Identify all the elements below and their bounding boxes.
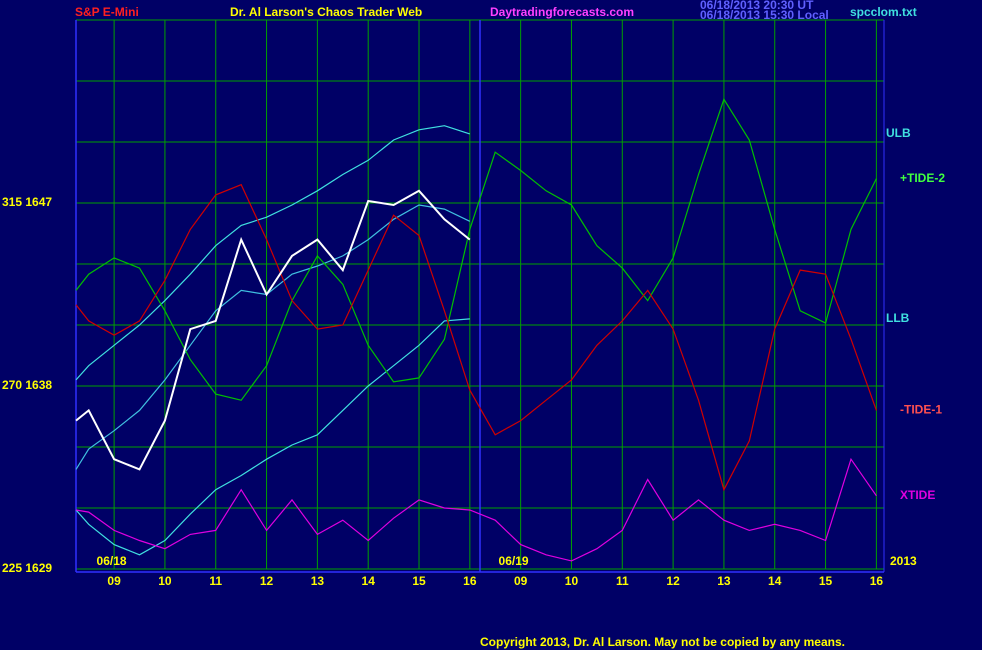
x-tick-label: 12 [260, 574, 274, 588]
y-tick-label: 225 1629 [2, 561, 52, 575]
y-tick-label: 315 1647 [2, 195, 52, 209]
x-tick-label: 11 [209, 574, 222, 588]
x-tick-label: 16 [463, 574, 477, 588]
chart-title: S&P E-Mini [75, 5, 139, 19]
x-tick-label: 13 [311, 574, 325, 588]
legend-label: -TIDE-1 [900, 403, 942, 417]
x-tick-label: 14 [768, 574, 782, 588]
x-tick-label: 12 [666, 574, 680, 588]
x-tick-label: 09 [514, 574, 528, 588]
x-tick-label: 09 [107, 574, 121, 588]
x-tick-label: 16 [870, 574, 884, 588]
series-line [75, 318, 470, 556]
timestamp: 06/18/2013 15:30 Local [700, 8, 829, 22]
legend-label: XTIDE [900, 488, 935, 502]
legend-label: +TIDE-2 [900, 171, 945, 185]
series-line [75, 125, 470, 381]
timestamp: 06/18/2013 20:30 UT [700, 0, 814, 12]
date-label: 06/19 [499, 554, 529, 568]
series-line [75, 97, 877, 401]
x-tick-label: 11 [616, 574, 629, 588]
series-line [75, 183, 877, 492]
chart-subtitle: Dr. Al Larson's Chaos Trader Web [230, 5, 422, 19]
y-tick-label: 270 1638 [2, 378, 52, 392]
x-tick-label: 13 [717, 574, 731, 588]
x-tick-label: 15 [412, 574, 426, 588]
date-label: 06/18 [97, 554, 127, 568]
file-name: spcclom.txt [850, 5, 917, 19]
year-label: 2013 [890, 554, 917, 568]
site-name: Daytradingforecasts.com [490, 5, 634, 19]
x-tick-label: 10 [158, 574, 172, 588]
x-tick-label: 14 [362, 574, 376, 588]
series-line [75, 457, 877, 562]
copyright: Copyright 2013, Dr. Al Larson. May not b… [480, 635, 845, 649]
legend-label: LLB [886, 311, 910, 325]
x-tick-label: 10 [565, 574, 579, 588]
legend-label: ULB [886, 126, 911, 140]
x-tick-label: 15 [819, 574, 833, 588]
series-line [75, 189, 471, 471]
